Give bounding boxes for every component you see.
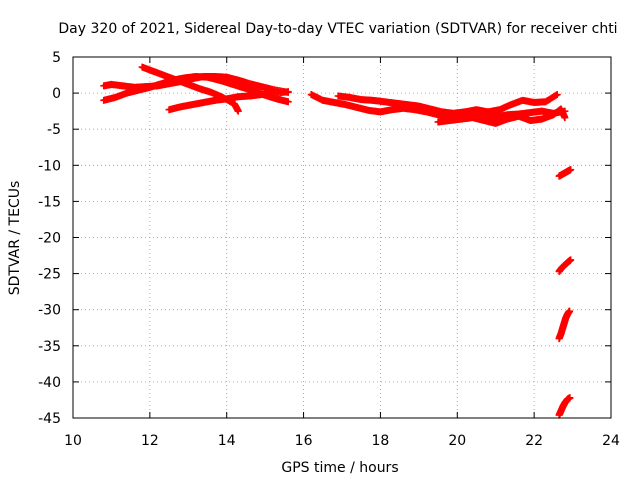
x-tick-label: 16 — [295, 433, 313, 449]
series-track-g-afternoon-lower — [434, 105, 569, 127]
x-tick-label: 20 — [448, 433, 466, 449]
y-tick-labels: 5 0 -5 -10 -15 -20 -25 -30 -35 -40 -45 — [38, 50, 61, 427]
y-tick-label: 0 — [52, 86, 61, 102]
data-point — [565, 307, 573, 315]
y-tick-label: -20 — [38, 231, 61, 247]
chart-title: Day 320 of 2021, Sidereal Day-to-day VTE… — [58, 21, 617, 37]
series-track-c-lower — [100, 72, 292, 106]
y-tick-label: -40 — [38, 375, 61, 391]
y-tick-label: -25 — [38, 267, 61, 283]
data-point — [284, 88, 292, 96]
y-tick-label: 5 — [52, 50, 61, 66]
x-tick-label: 24 — [602, 433, 620, 449]
x-tick-label: 14 — [218, 433, 236, 449]
data-points — [100, 63, 575, 419]
x-tick-label: 12 — [141, 433, 159, 449]
data-point — [553, 91, 561, 99]
data-point — [567, 256, 575, 264]
series-track-f-afternoon-upper — [334, 91, 561, 117]
data-point — [567, 166, 575, 174]
x-axis-title: GPS time / hours — [281, 460, 398, 476]
y-tick-label: -5 — [47, 122, 61, 138]
y-tick-label: -30 — [38, 303, 61, 319]
series-drop-near-minus-11 — [555, 166, 575, 180]
x-tick-labels: 10 12 14 16 18 20 22 24 — [64, 433, 620, 449]
series-track-d-rising — [165, 88, 292, 114]
x-tick-label: 10 — [64, 433, 82, 449]
x-tick-label: 18 — [372, 433, 390, 449]
y-tick-label: -35 — [38, 339, 61, 355]
y-tick-label: -45 — [38, 411, 61, 427]
data-point — [234, 107, 242, 115]
series-drop-near-minus-24 — [555, 256, 575, 275]
y-axis-title: SDTVAR / TECUs — [7, 181, 23, 296]
series-drop-near-minus-32 — [555, 307, 573, 343]
axis-ticks — [72, 56, 612, 419]
data-point — [284, 98, 292, 106]
data-point — [561, 114, 569, 122]
data-point — [566, 394, 574, 402]
y-tick-label: -10 — [38, 158, 61, 174]
series-track-e-afternoon — [307, 91, 569, 122]
y-tick-label: -15 — [38, 194, 61, 210]
x-tick-label: 22 — [525, 433, 543, 449]
series-drop-near-minus-43 — [555, 394, 574, 419]
